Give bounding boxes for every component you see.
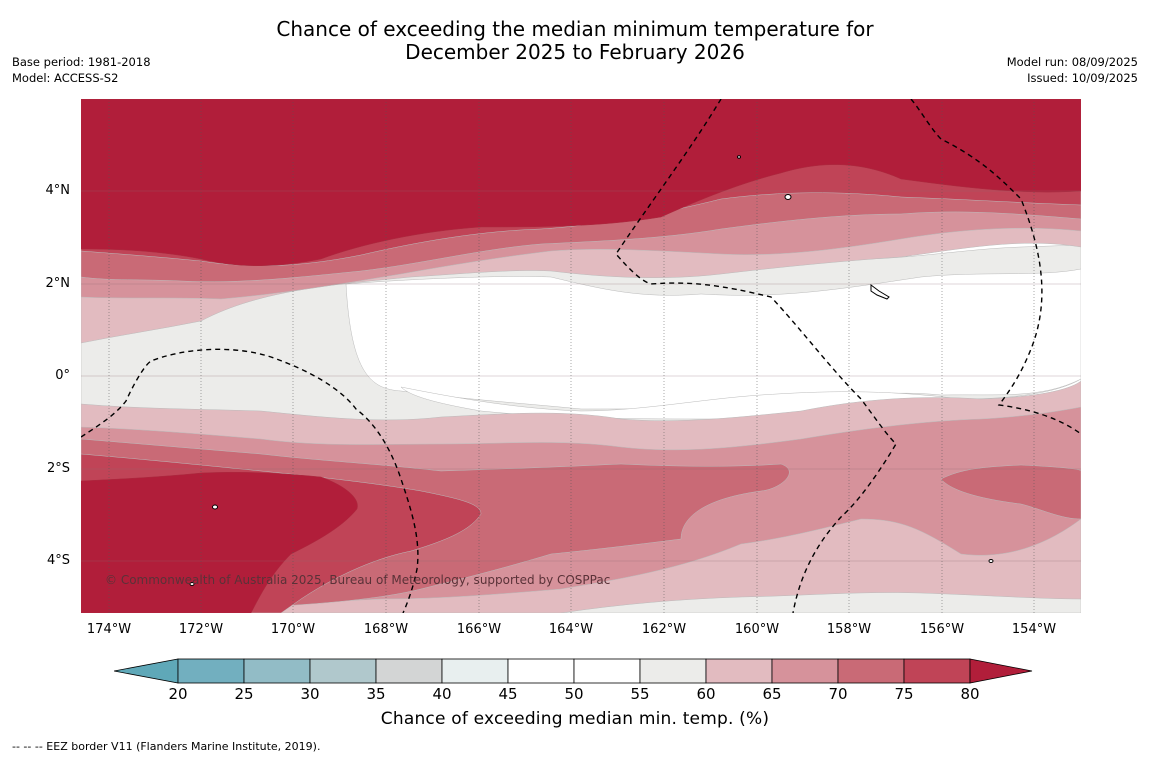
eez-borders [81,99,1081,613]
colorbar-extend-high [969,658,1033,684]
colorbar-tick-65: 65 [762,685,782,703]
colorbar-tick-60: 60 [696,685,716,703]
parallels [81,190,1081,562]
colorbar-cell [507,658,575,684]
model-run: Model run: 08/09/2025 [1006,55,1138,69]
title-line-2: December 2025 to February 2026 [405,40,745,64]
colorbar-extend-low [114,658,179,684]
colorbar-cell [375,658,443,684]
colorbar-cell [705,658,773,684]
colorbar-tick-35: 35 [366,685,386,703]
lat-label-0: 0° [55,368,70,383]
colorbar-tick-80: 80 [960,685,980,703]
lon-label-158w: 158°W [826,622,872,637]
lon-label-168w: 168°W [363,622,409,637]
lon-label-164w: 164°W [548,622,594,637]
copyright-notice: © Commonwealth of Australia 2025, Bureau… [105,573,611,587]
colorbar-tick-75: 75 [894,685,914,703]
lon-label-154w: 154°W [1011,622,1057,637]
colorbar-tick-55: 55 [630,685,650,703]
colorbar-cell [771,658,839,684]
issued-date: Issued: 10/09/2025 [1027,71,1138,85]
lon-label-172w: 172°W [178,622,224,637]
lon-label-160w: 160°W [734,622,780,637]
lon-label-166w: 166°W [456,622,502,637]
colorbar-tick-30: 30 [300,685,320,703]
colorbar-cell [177,658,245,684]
lat-label-4n: 4°N [45,183,71,198]
colorbar-tick-70: 70 [828,685,848,703]
lon-label-162w: 162°W [641,622,687,637]
forecast-map: © Commonwealth of Australia 2025, Bureau… [81,99,1081,613]
colorbar-tick-20: 20 [168,685,188,703]
region-45-55-core [345,268,1081,410]
colorbar-cells [114,658,1033,684]
meta-left: Base period: 1981-2018 Model: ACCESS-S2 [12,54,151,86]
title-line-1: Chance of exceeding the median minimum t… [276,17,874,41]
base-period: Base period: 1981-2018 [12,55,151,69]
colorbar-cell [903,658,971,684]
meta-right: Model run: 08/09/2025 Issued: 10/09/2025 [1007,54,1138,86]
colorbar [114,658,1033,684]
region-55-60-bottom [560,592,1081,613]
colorbar-cell [309,658,377,684]
colorbar-tick-45: 45 [498,685,518,703]
colorbar-tick-50: 50 [564,685,584,703]
map-svg [81,99,1081,613]
lon-label-170w: 170°W [270,622,316,637]
colorbar-cell [573,658,641,684]
colorbar-cell [243,658,311,684]
lat-label-4s: 4°S [46,553,70,568]
colorbar-cell [837,658,905,684]
colorbar-cell [639,658,707,684]
colorbar-tick-25: 25 [234,685,254,703]
colorbar-cell [441,658,509,684]
eez-footnote: -- -- -- EEZ border V11 (Flanders Marine… [12,740,321,753]
lon-label-156w: 156°W [919,622,965,637]
islands [189,155,994,586]
region-above-80-south [81,471,358,613]
colorbar-tick-40: 40 [432,685,452,703]
lat-label-2n: 2°N [45,276,71,291]
lat-label-2s: 2°S [46,461,70,476]
model-name: Model: ACCESS-S2 [12,71,119,85]
region-70-75-south-east [940,464,1081,520]
chart-title: Chance of exceeding the median minimum t… [0,18,1150,64]
colorbar-title: Chance of exceeding median min. temp. (%… [380,709,770,729]
lon-label-174w: 174°W [86,622,132,637]
region-above-80-north [81,99,1081,266]
